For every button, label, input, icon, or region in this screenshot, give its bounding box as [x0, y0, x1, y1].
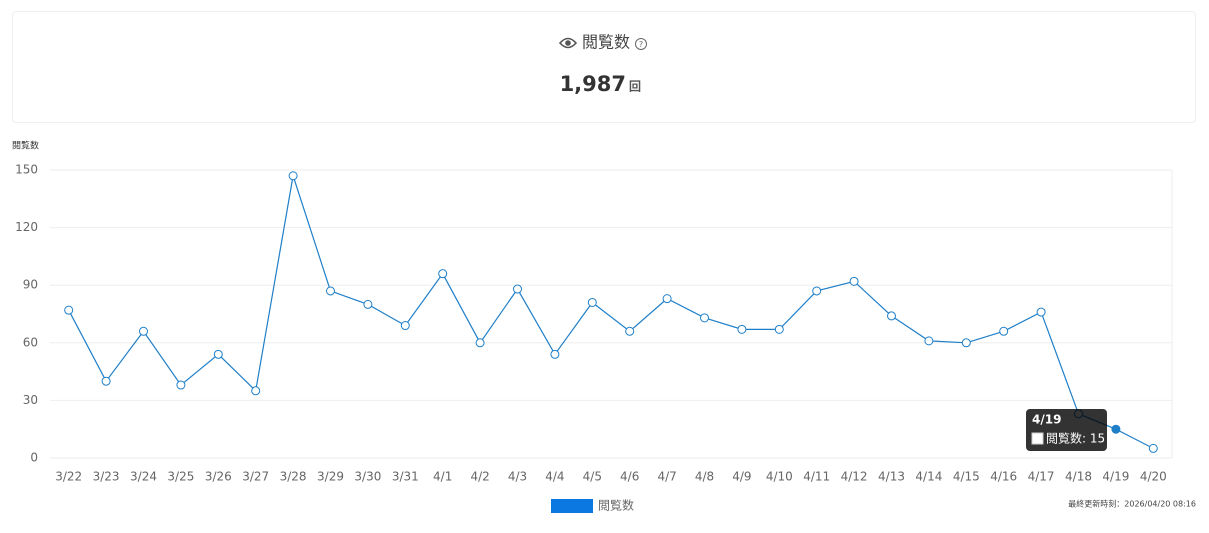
x-tick-label: 4/9: [732, 470, 751, 484]
legend-swatch: [551, 499, 593, 513]
data-point: [1036, 307, 1046, 317]
data-point: [587, 297, 597, 307]
tooltip-body: 閲覧数: 15: [1046, 431, 1105, 446]
tooltip: 4/19 閲覧数: 15: [1026, 409, 1107, 451]
x-tick-label: 4/5: [583, 470, 602, 484]
x-tick-label: 4/18: [1065, 470, 1092, 484]
data-point: [64, 305, 74, 315]
y-tick-label: 0: [30, 451, 38, 465]
legend-label: 閲覧数: [598, 498, 634, 513]
help-icon[interactable]: [635, 38, 647, 50]
x-tick-label: 3/23: [93, 470, 120, 484]
data-point: [139, 326, 148, 336]
y-axis-title: 閲覧数: [12, 140, 39, 152]
x-tick-label: 3/24: [130, 470, 157, 484]
data-point: [550, 349, 560, 359]
series-line: [68, 175, 1154, 449]
x-tick-label: 4/12: [841, 470, 868, 484]
help-icon-text: ?: [639, 40, 643, 49]
x-tick-label: 3/25: [167, 470, 194, 484]
data-point: [288, 171, 298, 181]
x-tick-label: 4/19: [1102, 470, 1129, 484]
x-tick-label: 3/22: [55, 470, 82, 484]
data-point: [176, 380, 186, 390]
x-tick-label: 4/15: [953, 470, 980, 484]
x-tick-label: 3/31: [392, 470, 419, 484]
eye-icon: [558, 37, 578, 49]
x-tick-label: 3/27: [242, 470, 269, 484]
y-tick-label: 150: [15, 163, 38, 177]
x-tick-label: 3/30: [354, 470, 381, 484]
data-point: [513, 284, 522, 294]
x-tick-label: 4/3: [508, 470, 527, 484]
data-point: [438, 269, 448, 279]
data-point: [101, 376, 111, 386]
x-tick-label: 3/28: [280, 470, 307, 484]
y-tick-label: 30: [23, 393, 38, 407]
data-point: [326, 286, 335, 296]
data-point: [887, 311, 896, 321]
y-tick-label: 120: [15, 220, 38, 234]
x-tick-label: 4/11: [803, 470, 830, 484]
x-tick-label: 3/29: [317, 470, 344, 484]
x-tick-label: 4/13: [878, 470, 905, 484]
data-point: [662, 294, 672, 304]
tooltip-title: 4/19: [1032, 413, 1061, 427]
last-updated: 最終更新時刻：2026/04/20 08:16: [1068, 499, 1196, 509]
data-point: [849, 276, 859, 286]
data-point: [213, 349, 223, 359]
x-tick-label: 4/8: [695, 470, 714, 484]
x-tick-label: 4/10: [766, 470, 793, 484]
data-point: [363, 299, 373, 309]
x-tick-label: 4/20: [1140, 470, 1167, 484]
y-tick-label: 90: [23, 278, 38, 292]
tooltip-swatch: [1031, 432, 1044, 445]
data-point: [774, 324, 784, 334]
data-point: [475, 338, 485, 348]
data-point: [737, 324, 747, 334]
data-point: [812, 286, 822, 296]
card-title: 閲覧数: [582, 33, 630, 52]
x-tick-label: 4/4: [545, 470, 564, 484]
metric-value: 1,987: [560, 72, 626, 96]
data-point: [251, 386, 261, 396]
data-point: [924, 336, 934, 346]
data-point: [625, 326, 635, 336]
data-point: [961, 338, 971, 348]
x-tick-label: 4/6: [620, 470, 639, 484]
x-tick-label: 4/17: [1028, 470, 1055, 484]
data-point: [999, 326, 1009, 336]
x-tick-label: 4/2: [470, 470, 489, 484]
x-tick-label: 3/26: [205, 470, 232, 484]
summary-card: [12, 11, 1196, 123]
x-tick-label: 4/1: [433, 470, 452, 484]
x-tick-label: 4/16: [990, 470, 1017, 484]
tooltip-box: [1026, 409, 1107, 451]
data-point: [400, 321, 410, 331]
metric-unit: 回: [629, 80, 641, 94]
data-point: [1148, 443, 1158, 453]
x-tick-label: 4/14: [915, 470, 942, 484]
data-point: [1111, 424, 1121, 434]
y-tick-label: 60: [23, 335, 38, 349]
data-point: [700, 313, 709, 323]
x-tick-label: 4/7: [657, 470, 676, 484]
